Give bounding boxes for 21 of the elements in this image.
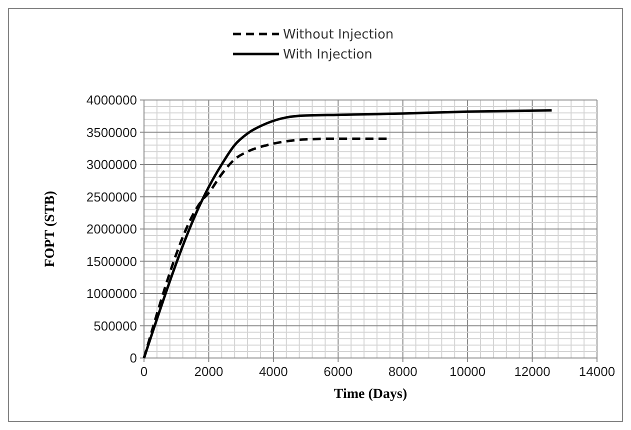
x-tick-label: 6000 bbox=[324, 364, 353, 379]
y-tick-label: 3000000 bbox=[86, 157, 137, 172]
x-tick-label: 4000 bbox=[258, 364, 288, 379]
x-tick-label: 2000 bbox=[194, 364, 224, 379]
x-axis-title: Time (Days) bbox=[334, 387, 408, 402]
y-tick-label: 0 bbox=[130, 350, 137, 366]
y-tick-label: 4000000 bbox=[86, 92, 137, 108]
x-tick-label: 14000 bbox=[578, 364, 616, 379]
x-tick-label: 12000 bbox=[514, 364, 550, 379]
y-axis-title: FOPT (STB) bbox=[43, 190, 58, 268]
x-tick-label: 10000 bbox=[449, 364, 486, 379]
y-tick-label: 1500000 bbox=[86, 254, 137, 269]
y-tick-label: 500000 bbox=[94, 318, 137, 334]
y-tick-label: 2500000 bbox=[86, 189, 137, 204]
y-tick-label: 2000000 bbox=[86, 222, 137, 236]
x-tick-label: 0 bbox=[140, 364, 148, 379]
y-tick-label: 1000000 bbox=[86, 286, 137, 301]
x-tick-label: 8000 bbox=[388, 364, 418, 379]
legend-label: With Injection bbox=[283, 48, 372, 62]
y-tick-label: 3500000 bbox=[86, 124, 137, 140]
legend-label: Without Injection bbox=[283, 28, 394, 42]
